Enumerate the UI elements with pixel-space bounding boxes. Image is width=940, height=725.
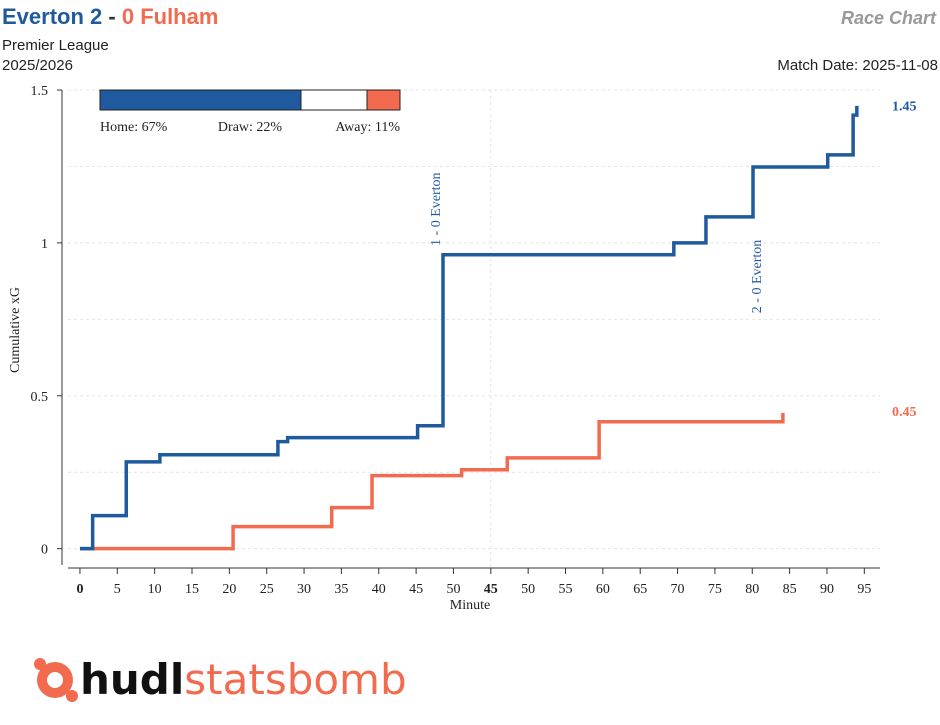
x-tick-label: 85 bbox=[783, 582, 797, 597]
x-tick-label: 35 bbox=[334, 582, 348, 597]
total-label: 0.45 bbox=[892, 405, 917, 420]
x-tick-label: 0 bbox=[76, 582, 83, 597]
probability-label: Draw: 22% bbox=[218, 120, 282, 135]
x-tick-label: 45 bbox=[484, 582, 498, 597]
x-tick-label: 25 bbox=[260, 582, 274, 597]
step-line bbox=[79, 412, 785, 551]
logo-text: hudlstatsbomb bbox=[80, 655, 407, 704]
y-tick-label: 1.5 bbox=[31, 84, 49, 99]
x-tick-label: 75 bbox=[708, 582, 722, 597]
season: 2025/2026 bbox=[2, 57, 73, 74]
match-date: Match Date: 2025-11-08 bbox=[777, 57, 938, 74]
x-tick-label: 50 bbox=[521, 582, 535, 597]
x-tick-label: 5 bbox=[114, 582, 121, 597]
x-tick-label: 10 bbox=[148, 582, 162, 597]
x-tick-label: 55 bbox=[559, 582, 573, 597]
x-tick-label: 40 bbox=[372, 582, 386, 597]
logo-icon-dot bbox=[66, 690, 78, 702]
probability-label: Away: 11% bbox=[335, 120, 400, 135]
annotation: 2 - 0 Everton bbox=[750, 240, 765, 313]
x-tick-label: 90 bbox=[820, 582, 834, 597]
x-tick-label: 60 bbox=[596, 582, 610, 597]
probability-label: Home: 67% bbox=[100, 120, 168, 135]
y-tick-label: 0.5 bbox=[31, 390, 49, 405]
competition: Premier League bbox=[2, 37, 109, 54]
x-tick-label: 80 bbox=[745, 582, 759, 597]
annotation: 1 - 0 Everton bbox=[429, 172, 444, 245]
x-tick-label: 30 bbox=[297, 582, 311, 597]
x-tick-label: 20 bbox=[222, 582, 236, 597]
logo-icon-dot bbox=[34, 658, 46, 670]
title-sep: - bbox=[108, 4, 115, 29]
y-axis-label: Cumulative xG bbox=[8, 287, 23, 373]
probability-segment bbox=[366, 89, 401, 111]
away-title: 0 Fulham bbox=[122, 4, 219, 29]
y-tick-label: 0 bbox=[41, 543, 48, 558]
x-tick-label: 70 bbox=[671, 582, 685, 597]
x-tick-label: 50 bbox=[446, 582, 460, 597]
home-title: Everton 2 bbox=[2, 4, 102, 29]
step-line bbox=[79, 105, 859, 551]
logo-part1: hudl bbox=[80, 655, 184, 704]
chart-name: Race Chart bbox=[841, 8, 937, 28]
logo: hudlstatsbomb bbox=[34, 655, 407, 704]
x-axis-label: Minute bbox=[450, 598, 490, 613]
logo-icon-hole bbox=[47, 672, 63, 688]
total-label: 1.45 bbox=[892, 99, 917, 114]
probability-segment bbox=[99, 89, 302, 111]
probability-segment bbox=[300, 89, 368, 111]
x-tick-label: 45 bbox=[409, 582, 423, 597]
x-tick-label: 65 bbox=[633, 582, 647, 597]
logo-part2: statsbomb bbox=[184, 655, 406, 704]
x-tick-label: 15 bbox=[185, 582, 199, 597]
x-tick-label: 95 bbox=[857, 582, 871, 597]
title: Everton 2 - 0 Fulham bbox=[2, 4, 218, 29]
y-tick-label: 1 bbox=[41, 237, 48, 252]
